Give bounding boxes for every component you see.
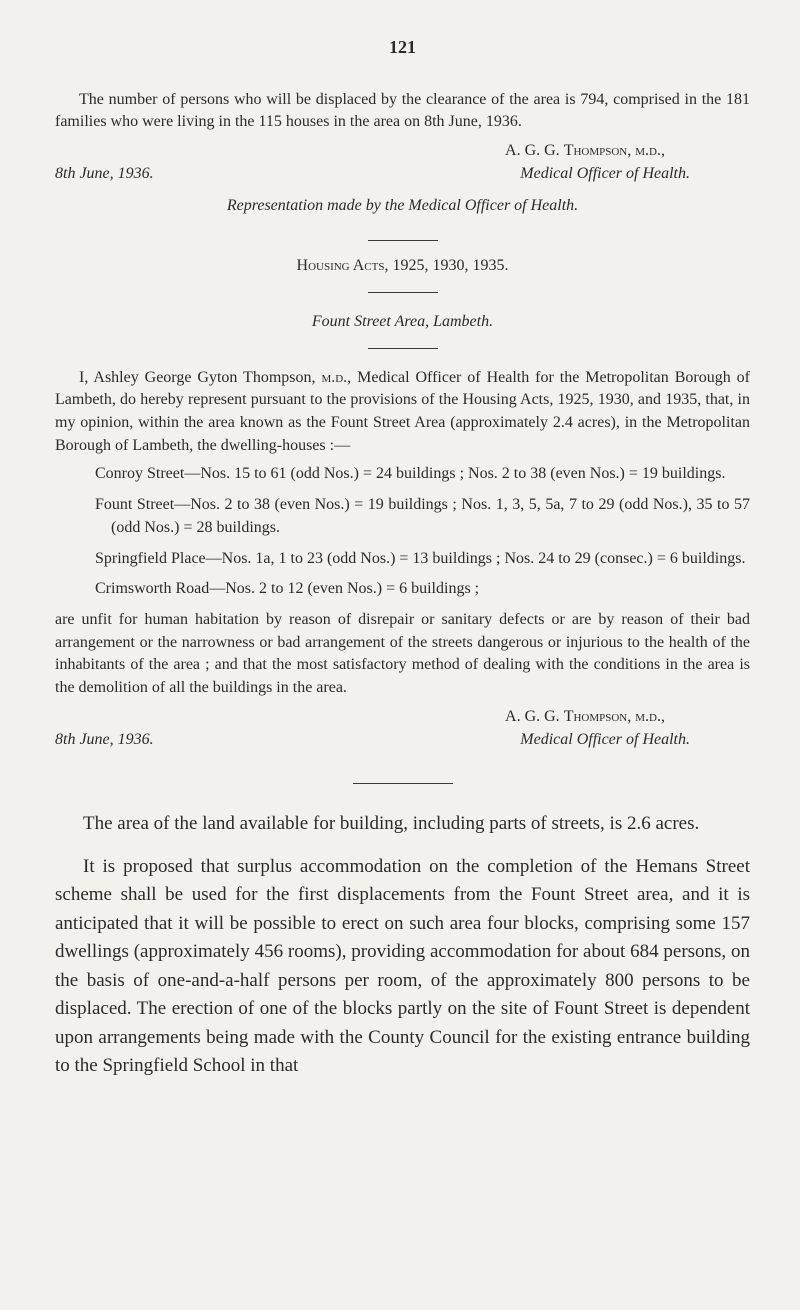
page-number: 121 — [55, 35, 750, 61]
street-item-fount: Fount Street—Nos. 2 to 38 (even Nos.) = … — [95, 494, 750, 539]
signature-title: Medical Officer of Health. — [520, 163, 750, 186]
signature-name: A. G. G. Thompson, m.d., — [55, 140, 750, 163]
divider — [368, 348, 438, 349]
signature-block-2: A. G. G. Thompson, m.d., 8th June, 1936.… — [55, 706, 750, 751]
body-paragraph: I, Ashley George Gyton Thompson, m.d., M… — [55, 367, 750, 458]
intro-paragraph: The number of persons who will be displa… — [55, 89, 750, 134]
final-paragraph: It is proposed that surplus accommodatio… — [55, 853, 750, 1081]
street-item-conroy: Conroy Street—Nos. 15 to 61 (odd Nos.) =… — [95, 463, 750, 486]
signature-block-1: A. G. G. Thompson, m.d., 8th June, 1936.… — [55, 140, 750, 185]
street-item-springfield: Springfield Place—Nos. 1a, 1 to 23 (odd … — [95, 548, 750, 571]
acts-heading: Housing Acts, 1925, 1930, 1935. — [55, 255, 750, 278]
signature-date: 8th June, 1936. — [55, 729, 154, 752]
signature-date: 8th June, 1936. — [55, 163, 154, 186]
divider — [368, 292, 438, 293]
area-heading: Fount Street Area, Lambeth. — [55, 311, 750, 334]
divider — [353, 783, 453, 784]
signature-name: A. G. G. Thompson, m.d., — [55, 706, 750, 729]
land-paragraph: The area of the land available for build… — [55, 810, 750, 839]
signature-title: Medical Officer of Health. — [520, 729, 750, 752]
street-item-crimsworth: Crimsworth Road—Nos. 2 to 12 (even Nos.)… — [95, 578, 750, 601]
unfit-paragraph: are unfit for human habitation by reason… — [55, 609, 750, 700]
representation-line: Representation made by the Medical Offic… — [55, 195, 750, 218]
divider — [368, 240, 438, 241]
